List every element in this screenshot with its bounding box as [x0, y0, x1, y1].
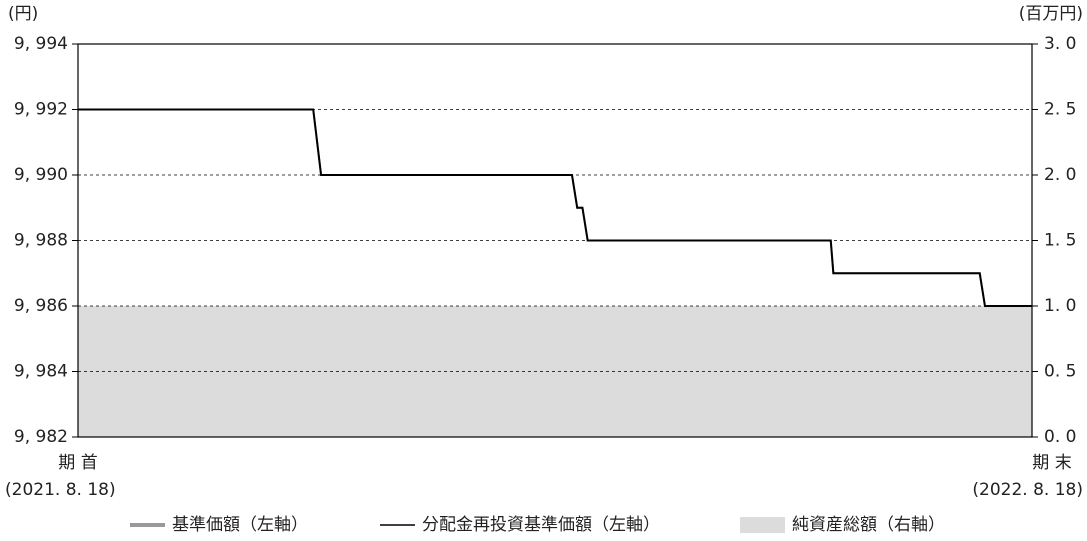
y2-tick-label: 0. 0 [1044, 427, 1076, 447]
y2-tick-label: 2. 5 [1044, 100, 1076, 120]
y-unit: (円) [8, 4, 38, 24]
y2-tick-label: 0. 5 [1044, 362, 1076, 382]
legend-swatch [740, 517, 785, 533]
legend-label: 基準価額（左軸） [172, 515, 308, 535]
y-tick-label: 9, 990 [14, 165, 68, 185]
x-tick-date: (2022. 8. 18) [972, 480, 1083, 500]
y2-tick-label: 1. 5 [1044, 231, 1076, 251]
y2-tick-label: 3. 0 [1044, 34, 1076, 54]
y-tick-label: 9, 994 [14, 34, 68, 54]
legend-label: 分配金再投資基準価額（左軸） [422, 515, 660, 535]
x-tick-date: (2021. 8. 18) [5, 480, 116, 500]
plot-frame [77, 43, 1033, 438]
y-tick-label: 9, 984 [14, 362, 68, 382]
y-tick-label: 9, 982 [14, 427, 68, 447]
x-tick-label: 期 首 [58, 453, 97, 473]
y2-tick-label: 2. 0 [1044, 165, 1076, 185]
y2-unit: (百万円) [1019, 4, 1083, 24]
y-tick-label: 9, 992 [14, 100, 68, 120]
line [78, 108, 1032, 307]
y-tick-label: 9, 988 [14, 231, 68, 251]
y2-tick-label: 1. 0 [1044, 296, 1076, 316]
y-tick-label: 9, 986 [14, 296, 68, 316]
x-tick-label: 期 末 [1032, 453, 1071, 473]
line [78, 108, 1032, 307]
legend-label: 純資産総額（右軸） [792, 515, 945, 535]
